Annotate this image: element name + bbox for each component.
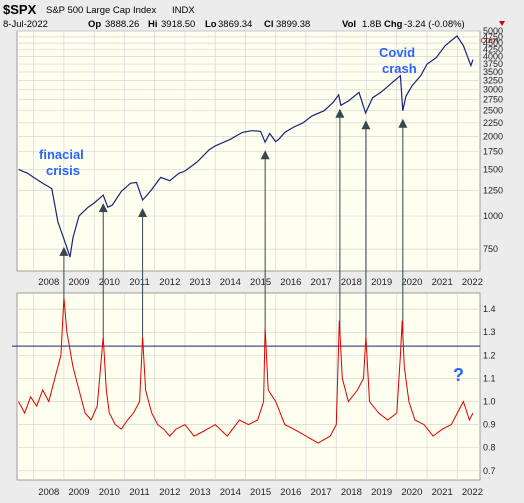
vol-value: 1.8B [362,19,382,30]
y-tick-label: 1.1 [483,373,496,383]
y-tick-label: 0.8 [483,443,496,453]
op-label: Op [88,19,101,30]
y-tick-label: 1.2 [483,350,496,360]
spx-price-line [18,35,474,258]
arrow-head [361,120,371,130]
indicator-y-axis: 0.7 0.8 0.9 1.0 1.1 1.2 1.3 1.4 [483,304,496,476]
x-tick-label: 2019 [371,487,392,498]
x-tick-label: 2016 [280,277,301,288]
y-tick-label: 4250 [483,45,503,55]
x-tick-label: 2009 [68,277,89,288]
indicator-line [18,297,474,444]
y-tick-label: 2750 [483,95,503,105]
y-tick-label: 1.0 [483,397,496,407]
op-value: 3888.26 [105,19,139,30]
y-tick-label: 3250 [483,76,503,86]
exchange-label: INDX [172,5,195,16]
x-tick-label: 2010 [99,487,120,498]
x-tick-label: 2015 [250,277,271,288]
y-tick-label: 3500 [483,67,503,77]
hi-value: 3918.50 [161,19,195,30]
hi-label: Hi [148,19,158,30]
x-tick-label: 2009 [68,487,89,498]
annotation-crisis: crisis [46,163,80,178]
y-tick-label: 4000 [483,52,503,62]
y-tick-label: 1500 [483,164,503,174]
lo-value: 3869.34 [218,19,252,30]
arrow-head [59,246,69,256]
y-tick-label: 1.3 [483,327,496,337]
y-tick-label: 4750 [483,32,503,42]
chg-label: Chg [384,19,403,30]
arrow-head [398,118,408,128]
y-tick-label: 1.4 [483,304,496,314]
x-tick-label: 2011 [129,487,149,498]
x-tick-label: 2020 [401,487,422,498]
x-tick-label: 2012 [159,487,180,498]
y-tick-label: 3750 [483,59,503,69]
arrow-markers [59,108,408,337]
y-tick-label: 0.9 [483,420,496,430]
annotation-question: ? [453,365,464,385]
x-tick-label: 2022 [462,487,483,498]
price-y-axis: 7501000125015001750200022502500275030003… [483,26,503,254]
y-tick-label: 750 [483,244,498,254]
x-tick-label: 2014 [220,487,241,498]
annotation-financial: finacial [39,147,84,162]
y-tick-label: 0.7 [483,466,496,476]
x-tick-label: 2018 [341,277,362,288]
y-tick-label: 2500 [483,106,503,116]
chg-value: -3.24 (-0.08%) [404,19,465,30]
y-tick-label: 3000 [483,85,503,95]
y-tick-label: 1000 [483,211,503,221]
arrow-head [138,207,148,217]
x-tick-label: 2017 [311,277,332,288]
y-tick-label: 1250 [483,185,503,195]
x-tick-label: 2018 [341,487,362,498]
y-tick-label: 2250 [483,118,503,128]
x-tick-label: 2012 [159,277,180,288]
x-tick-label: 2008 [38,277,59,288]
annotation-crash: crash [382,61,417,76]
down-triangle-icon [499,21,505,26]
x-tick-label: 2022 [462,277,483,288]
date-label: 8-Jul-2022 [3,19,48,30]
x-tick-label: 2021 [432,277,453,288]
x-axis-top: 2008 2009 2010 2011 2012 2013 2014 2015 2016 2017… [38,277,483,288]
y-tick-label: 1750 [483,147,503,157]
lo-label: Lo [205,19,217,30]
x-tick-label: 2017 [311,487,332,498]
annotation-covid: Covid [379,45,415,60]
arrow-head [335,108,345,118]
cl-value: 3899.38 [276,19,310,30]
x-tick-label: 2010 [99,277,120,288]
x-tick-label: 2013 [190,277,211,288]
y-tick-label: 2000 [483,131,503,141]
x-tick-label: 2014 [220,277,241,288]
symbol-label: $SPX [3,2,37,17]
vol-label: Vol [342,19,356,30]
x-tick-label: 2008 [38,487,59,498]
x-tick-label: 2011 [129,277,149,288]
x-tick-label: 2020 [401,277,422,288]
y-tick-label: 5000 [483,26,503,36]
indicator-panel [16,292,481,481]
x-tick-label: 2019 [371,277,392,288]
index-name: S&P 500 Large Cap Index [46,5,156,16]
arrow-head [98,203,108,213]
y-tick-label: 4500 [483,38,503,48]
x-tick-label: 2021 [432,487,453,498]
x-tick-label: 2015 [250,487,271,498]
x-tick-label: 2016 [280,487,301,498]
x-axis-bottom: 2008 2009 2010 2011 2012 2013 2014 2015 2016 2017… [38,487,483,498]
x-tick-label: 2013 [190,487,211,498]
arrow-head [260,150,270,160]
cl-label: Cl [264,19,274,30]
